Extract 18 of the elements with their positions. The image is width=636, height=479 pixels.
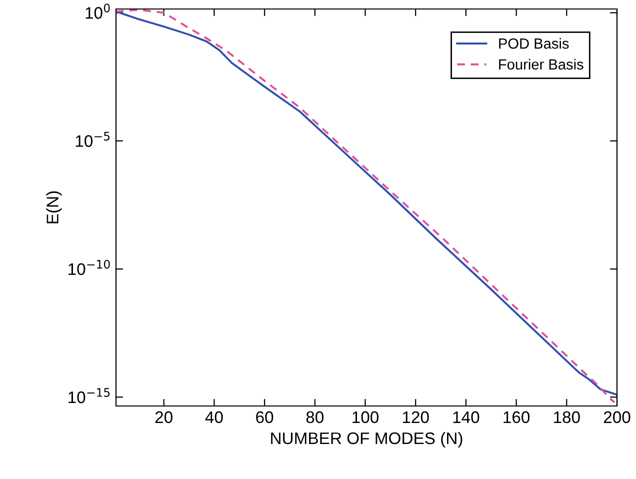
y-tick-label: 10$^{0}$: [86, 4, 110, 19]
x-tick-label: 140: [453, 411, 480, 424]
x-tick-label: 20: [155, 411, 172, 424]
x-axis-title: NUMBER OF MODES (N): [271, 432, 462, 448]
legend-label: POD Basis: [499, 38, 569, 49]
x-tick-label: 100: [352, 411, 378, 424]
y-tick-label: 10$^{−10}$: [68, 260, 110, 276]
y-tick-label: 10$^{−15}$: [68, 388, 110, 404]
legend-label: Fourier Basis: [499, 58, 584, 70]
x-tick-label: 80: [306, 411, 324, 424]
x-tick-label: 160: [504, 411, 530, 424]
y-axis-title: E(N): [46, 191, 62, 224]
x-tick-label: 180: [554, 411, 580, 424]
x-tick-label: 200: [604, 411, 630, 424]
x-tick-label: 40: [205, 411, 223, 424]
y-tick-label: 10$^{−5}$: [76, 132, 110, 147]
x-tick-label: 120: [402, 411, 429, 424]
x-tick-label: 60: [256, 411, 274, 424]
